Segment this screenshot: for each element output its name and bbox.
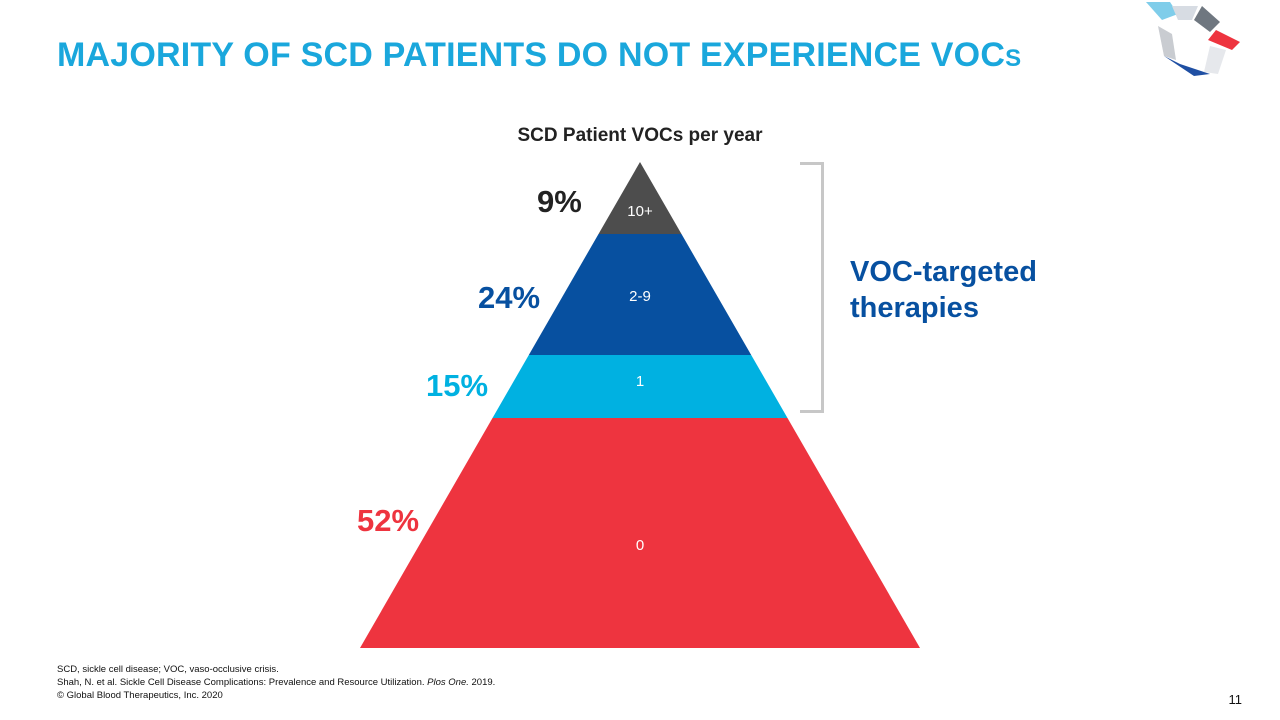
tier-label: 1 xyxy=(636,373,644,390)
voc-bracket xyxy=(800,162,824,413)
page-number: 11 xyxy=(1228,692,1243,707)
tier-percent-label: 52% xyxy=(357,503,420,538)
footnote-abbreviations: SCD, sickle cell disease; VOC, vaso-occl… xyxy=(57,664,279,675)
bracket-label-line-1: VOC-targeted xyxy=(850,256,1037,288)
reference-journal: Plos One. xyxy=(427,677,469,688)
slide-title-main: MAJORITY OF SCD PATIENTS DO NOT EXPERIEN… xyxy=(57,36,1006,74)
chart-title: SCD Patient VOCs per year xyxy=(517,125,763,146)
bracket-label-line-2: therapies xyxy=(850,292,979,324)
company-logo xyxy=(1146,2,1240,76)
pyramid-tier-2-9 xyxy=(528,234,752,355)
footnote-reference: Shah, N. et al. Sickle Cell Disease Comp… xyxy=(57,676,495,689)
tier-percent-label: 24% xyxy=(478,280,541,315)
bracket-label: VOC-targeted therapies xyxy=(850,254,1037,326)
slide-title-suffix: S xyxy=(1005,45,1022,72)
pyramid-tier-0 xyxy=(360,418,920,648)
tier-percent-label: 9% xyxy=(537,184,582,219)
tier-percent-label: 15% xyxy=(426,368,489,403)
reference-text: Shah, N. et al. Sickle Cell Disease Comp… xyxy=(57,677,428,688)
pyramid-tier-10-plus xyxy=(598,162,682,234)
tier-label: 0 xyxy=(636,537,644,554)
tier-label: 10+ xyxy=(627,203,653,220)
footnotes: SCD, sickle cell disease; VOC, vaso-occl… xyxy=(57,663,495,702)
pyramid-tier-1 xyxy=(492,355,788,418)
tier-label: 2-9 xyxy=(629,288,651,305)
footnote-copyright: © Global Blood Therapeutics, Inc. 2020 xyxy=(57,690,223,701)
slide-title: MAJORITY OF SCD PATIENTS DO NOT EXPERIEN… xyxy=(57,36,1021,75)
reference-year: 2019. xyxy=(468,677,496,688)
